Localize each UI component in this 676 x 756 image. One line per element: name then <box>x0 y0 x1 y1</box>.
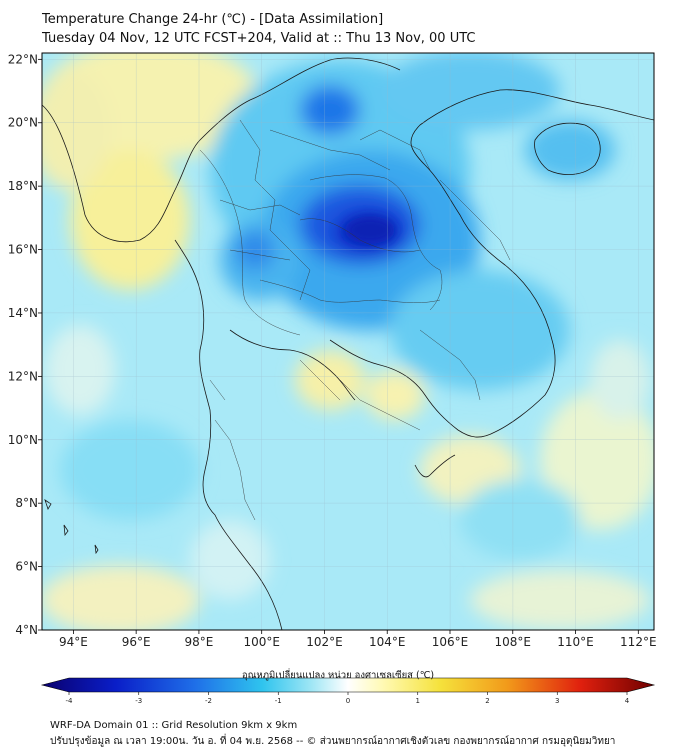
lon-tick-label: 106°E <box>432 635 469 649</box>
map-title: Temperature Change 24-hr (℃) - [Data Ass… <box>42 12 384 27</box>
lat-tick-label: 8°N <box>15 496 38 510</box>
graticule <box>42 53 654 630</box>
lon-tick-label: 100°E <box>243 635 280 649</box>
colorbar-tick-label: 2 <box>485 697 489 705</box>
colorbar-tick-label: 0 <box>346 697 350 705</box>
lon-tick-label: 98°E <box>184 635 213 649</box>
footer-model-info: WRF-DA Domain 01 :: Grid Resolution 9km … <box>50 720 298 731</box>
temperature-field <box>42 53 654 630</box>
lat-tick-label: 14°N <box>8 306 38 320</box>
lon-tick-label: 104°E <box>369 635 406 649</box>
lon-tick-label: 94°E <box>59 635 88 649</box>
colorbar-ticks: -4 -3 -2 -1 0 1 2 3 4 <box>66 692 630 705</box>
lon-tick-label: 110°E <box>557 635 594 649</box>
lat-tick-label: 12°N <box>8 369 38 383</box>
colorbar-tick-label: 4 <box>625 697 630 705</box>
lat-tick-label: 4°N <box>15 623 38 637</box>
colorbar-tick-label: 1 <box>416 697 420 705</box>
lon-tick-label: 96°E <box>122 635 151 649</box>
colorbar-label: อุณหภูมิเปลี่ยนแปลง หน่วย องศาเซลเซียส (… <box>241 670 435 681</box>
longitude-axis: 94°E 96°E 98°E 100°E 102°E 104°E 106°E 108°E 110… <box>59 630 657 649</box>
lat-tick-label: 22°N <box>8 52 38 66</box>
colorbar-tick-label: -1 <box>275 697 282 705</box>
lat-tick-label: 10°N <box>8 433 38 447</box>
colorbar-tick-label: -2 <box>205 697 212 705</box>
lon-tick-label: 112°E <box>620 635 657 649</box>
admin-borders <box>199 119 511 521</box>
lon-tick-label: 102°E <box>306 635 343 649</box>
colorbar-tick-label: -4 <box>66 697 74 705</box>
map-subtitle: Tuesday 04 Nov, 12 UTC FCST+204, Valid a… <box>42 31 476 46</box>
footer-update-info: ปรับปรุงข้อมูล ณ เวลา 19:00น. วัน อ. ที่… <box>50 736 616 747</box>
lon-tick-label: 108°E <box>495 635 532 649</box>
lat-tick-label: 18°N <box>8 179 38 193</box>
latitude-axis: 4°N 6°N 8°N 10°N 12°N 14°N 16°N 18°N 20°N 22°N <box>8 52 42 637</box>
lat-tick-label: 6°N <box>15 560 38 574</box>
colorbar-tick-label: -3 <box>135 697 142 705</box>
coastline <box>42 57 654 630</box>
lat-tick-label: 20°N <box>8 116 38 130</box>
map-frame <box>41 52 655 631</box>
colorbar-tick-label: 3 <box>555 697 559 705</box>
lat-tick-label: 16°N <box>8 243 38 257</box>
